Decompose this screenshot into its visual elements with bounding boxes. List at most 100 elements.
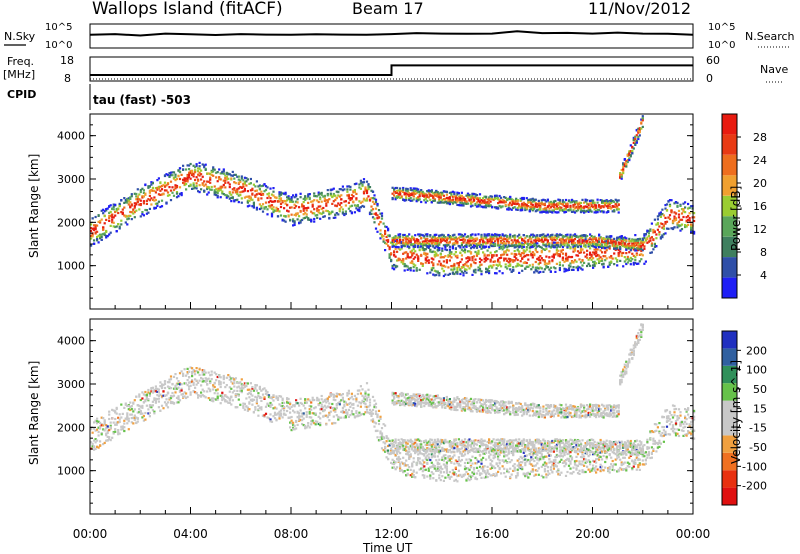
heatmap-cell [578,201,581,204]
heatmap-cell [682,209,685,212]
heatmap-cell [245,385,248,388]
heatmap-cell [587,238,590,241]
heatmap-cell [424,252,427,255]
heatmap-cell [596,258,599,261]
heatmap-cell [436,246,439,249]
heatmap-cell [423,235,426,238]
heatmap-cell [445,261,448,264]
heatmap-cell [198,373,201,377]
heatmap-cell [228,378,231,381]
heatmap-cell [94,225,97,228]
heatmap-cell [611,239,614,242]
heatmap-cell [533,207,536,210]
heatmap-cell [195,383,198,386]
heatmap-cell [575,243,578,247]
heatmap-cell [522,239,525,242]
heatmap-cell [593,208,596,211]
heatmap-cell [653,230,656,233]
heatmap-cell [145,404,148,407]
heatmap-cell [465,200,468,203]
heatmap-cell [611,244,614,247]
heatmap-cell [524,255,527,258]
heatmap-cell [124,215,127,218]
heatmap-cell [489,197,492,200]
heatmap-cell [317,200,320,204]
nave-tick-lo: 0 [706,72,713,85]
heatmap-cell [418,246,421,249]
heatmap-cell [418,193,421,196]
heatmap-cell [515,257,518,260]
heatmap-cell [435,245,438,248]
heatmap-cell [647,240,650,243]
heatmap-cell [477,205,480,208]
heatmap-cell [418,195,421,198]
heatmap-cell [182,164,185,167]
heatmap-cell [456,256,459,259]
heatmap-cell [206,180,209,183]
heatmap-cell [486,242,489,245]
heatmap-cell [402,244,405,247]
heatmap-cell [444,273,447,276]
heatmap-cell [652,238,655,241]
heatmap-cell [230,177,233,180]
heatmap-cell [495,207,498,210]
heatmap-cell [677,225,681,228]
heatmap-cell [97,234,100,237]
heatmap-cell [611,200,614,203]
heatmap-cell [156,390,159,393]
heatmap-cell [628,239,631,243]
heatmap-cell [459,272,462,276]
heatmap-cell [281,192,284,195]
heatmap-cell [561,203,564,206]
heatmap-cell [595,248,598,251]
heatmap-cell [222,397,225,400]
heatmap-cell [124,417,127,420]
heatmap-cell [96,420,99,423]
heatmap-cell [162,183,165,187]
heatmap-cell [355,204,358,207]
heatmap-cell [172,188,176,192]
heatmap-cell [260,193,263,196]
heatmap-cell [685,219,688,222]
heatmap-cell [595,205,598,208]
heatmap-cell [281,201,284,204]
heatmap-cell [393,263,396,267]
heatmap-cell [353,211,356,214]
heatmap-cell [174,173,177,176]
heatmap-cell [617,203,620,206]
heatmap-cell [438,192,441,195]
heatmap-cell [260,399,263,402]
heatmap-cell [129,413,132,416]
heatmap-cell [129,196,132,199]
heatmap-cell [671,221,675,224]
heatmap-cell [96,428,99,431]
heatmap-cell [527,239,530,242]
heatmap-cell [619,241,622,244]
heatmap-cell [417,242,420,245]
heatmap-cell [498,246,501,249]
heatmap-cell [671,219,675,222]
heatmap-cell [613,205,616,208]
heatmap-cell [239,403,242,406]
heatmap-cell [510,244,513,247]
heatmap-cell [209,181,212,184]
heatmap-cell [491,256,494,259]
heatmap-cell [570,235,574,238]
heatmap-cell [269,199,272,203]
heatmap-cell [266,403,269,406]
nave-tick-hi: 60 [706,54,720,67]
heatmap-cell [525,253,528,257]
heatmap-cell [548,262,551,265]
heatmap-cell [432,250,435,253]
heatmap-cell [103,441,106,444]
heatmap-cell [674,217,678,220]
heatmap-cell [415,188,418,191]
heatmap-cell [430,267,433,270]
heatmap-cell [292,424,295,427]
heatmap-cell [560,241,563,244]
heatmap-cell [647,229,650,233]
heatmap-cell [563,211,566,214]
heatmap-cell [512,269,515,272]
heatmap-cell [483,241,486,244]
heatmap-cell [590,203,593,206]
